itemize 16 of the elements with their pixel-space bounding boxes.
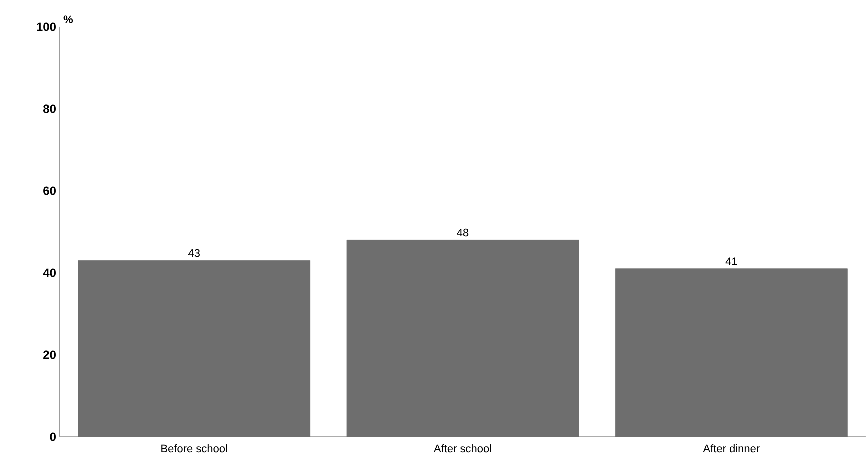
y-tick-label: 40 [43, 268, 56, 278]
bar [346, 240, 580, 438]
bar [78, 260, 311, 438]
bar [615, 268, 848, 438]
y-tick-label: 80 [44, 104, 56, 114]
data-label: 43 [188, 249, 200, 258]
y-tick-label: 60 [44, 186, 56, 196]
data-label: 41 [726, 258, 738, 266]
y-axis-title: % [64, 16, 74, 24]
x-tick-label: Before school [162, 444, 228, 453]
x-tick-label: After dinner [703, 444, 760, 453]
y-tick-label: 20 [44, 350, 56, 360]
y-tick-label: 100 [37, 22, 56, 32]
data-label: 48 [457, 228, 469, 237]
x-tick-label: After school [434, 444, 492, 453]
y-tick-label: 0 [50, 432, 56, 442]
